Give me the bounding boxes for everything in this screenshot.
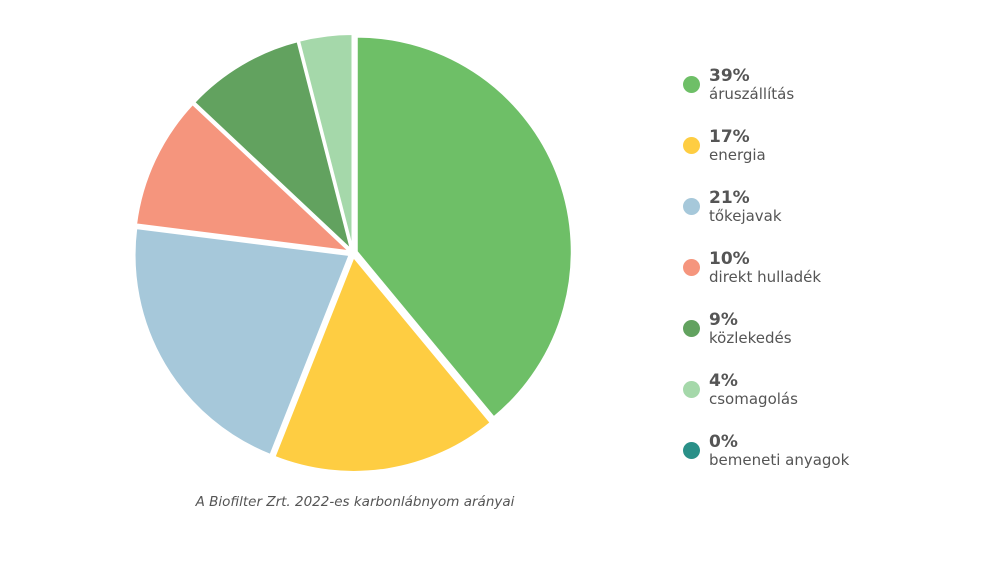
legend-item: 0% bemeneti anyagok: [683, 432, 983, 493]
pie-slice: [273, 255, 492, 473]
chart-legend: 39% áruszállítás 17% energia 21% tőkejavak 10%…: [683, 66, 983, 493]
legend-swatch: [683, 259, 700, 276]
pie-slice: [135, 103, 351, 253]
legend-percent: 4%: [709, 371, 738, 391]
legend-percent: 0%: [709, 432, 738, 452]
legend-label: csomagolás: [709, 390, 798, 408]
legend-item: 10% direkt hulladék: [683, 249, 983, 310]
legend-item: 21% tőkejavak: [683, 188, 983, 249]
legend-item: 17% energia: [683, 127, 983, 188]
legend-label: áruszállítás: [709, 85, 795, 103]
legend-label: direkt hulladék: [709, 268, 822, 286]
chart-caption: A Biofilter Zrt. 2022-es karbonlábnyom a…: [195, 494, 515, 510]
legend-swatch: [683, 137, 700, 154]
legend-swatch: [683, 442, 700, 459]
pie-slice: [355, 35, 573, 419]
legend-swatch: [683, 76, 700, 93]
legend-swatch: [683, 381, 700, 398]
legend-percent: 10%: [709, 249, 750, 269]
legend-percent: 9%: [709, 310, 738, 330]
pie-slice: [133, 227, 351, 456]
legend-percent: 21%: [709, 188, 750, 208]
legend-item: 9% közlekedés: [683, 310, 983, 371]
legend-percent: 17%: [709, 127, 750, 147]
legend-swatch: [683, 198, 700, 215]
legend-label: közlekedés: [709, 329, 792, 347]
legend-item: 39% áruszállítás: [683, 66, 983, 127]
legend-label: tőkejavak: [709, 207, 782, 225]
legend-label: energia: [709, 146, 766, 164]
pie-slice: [193, 40, 352, 251]
legend-label: bemeneti anyagok: [709, 451, 850, 469]
legend-swatch: [683, 320, 700, 337]
legend-item: 4% csomagolás: [683, 371, 983, 432]
legend-percent: 39%: [709, 66, 750, 86]
pie-slice: [298, 33, 354, 251]
